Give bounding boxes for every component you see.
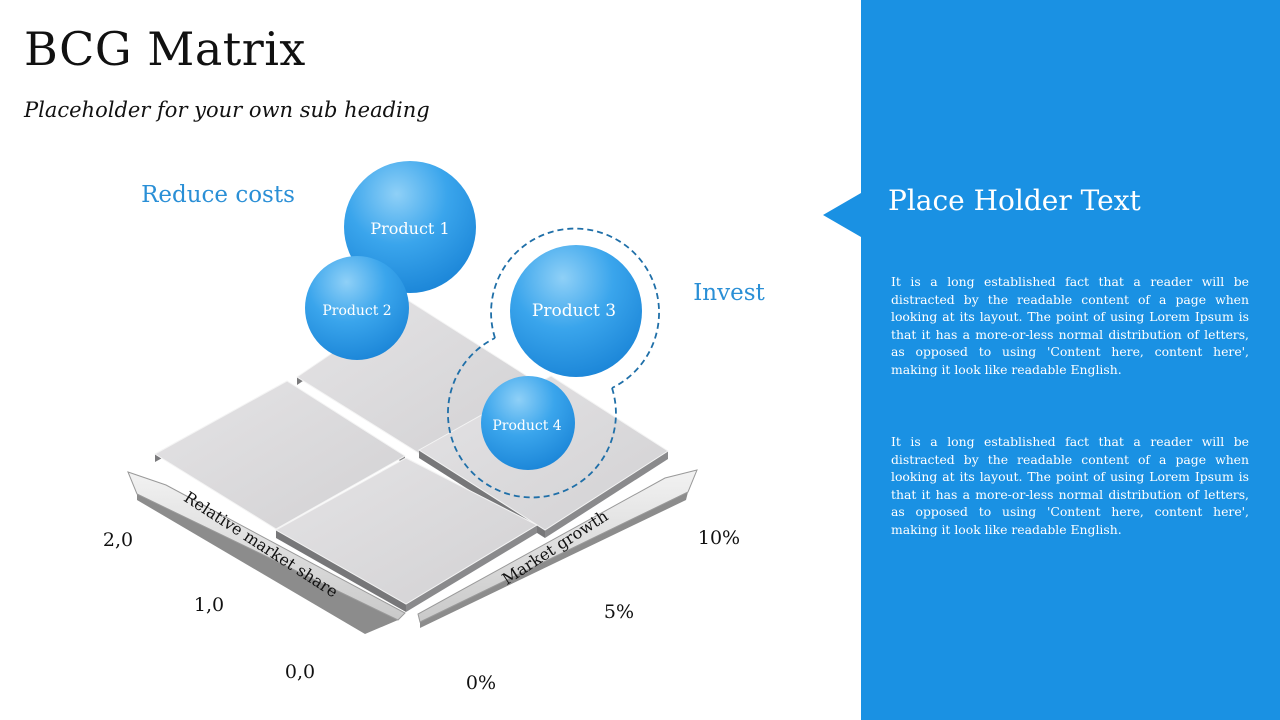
info-panel-paragraph-1: It is a long established fact that a rea… [891,274,1249,377]
info-panel-paragraph-2: It is a long established fact that a rea… [891,434,1249,537]
market-growth-axis-arrow [417,469,698,628]
rms-tick-low: 0,0 [285,661,315,683]
product-4-label: Product 4 [492,418,561,434]
invest-group-outline [447,227,660,499]
product-2-label: Product 2 [322,303,391,319]
relative-market-share-axis-arrow [127,471,406,634]
mg-tick-high: 10% [698,527,740,549]
page-subtitle: Placeholder for your own sub heading [24,98,430,122]
mg-tick-low: 0% [466,672,496,694]
product-bubble-4: Product 4 [481,376,575,470]
info-panel [861,0,1280,720]
info-panel-pointer [823,193,861,237]
mg-tick-mid: 5% [604,601,634,623]
rms-tick-mid: 1,0 [194,594,224,616]
page-title: BCG Matrix [24,22,306,76]
bcg-matrix-diagram: Relative market share Market growth 2,0 … [103,161,766,694]
tile-bottom [274,457,539,612]
product-3-label: Product 3 [532,301,616,321]
rms-tick-high: 2,0 [103,529,133,551]
reduce-costs-label: Reduce costs [141,182,295,208]
info-panel-heading: Place Holder Text [888,184,1141,217]
invest-label: Invest [693,280,765,306]
product-bubble-2: Product 2 [305,256,409,360]
product-1-label: Product 1 [370,219,449,238]
tile-left [154,380,406,530]
product-bubble-3: Product 3 [510,245,642,377]
